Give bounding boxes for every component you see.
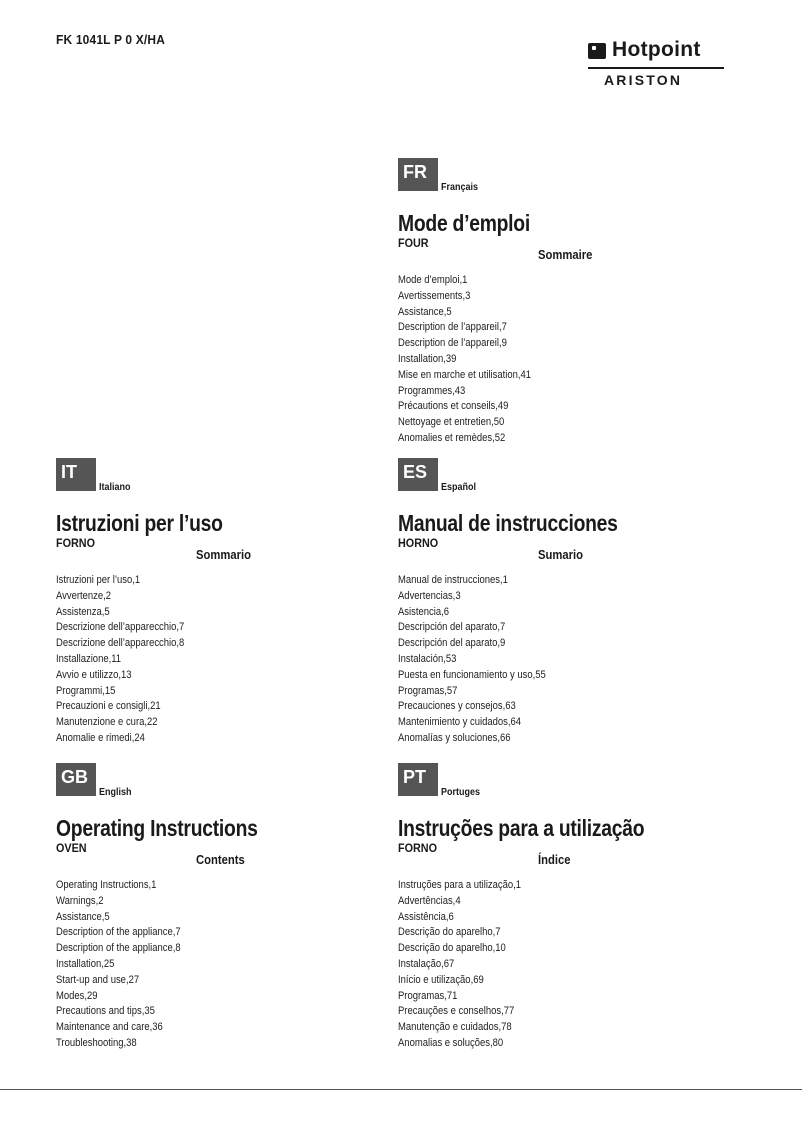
contents-item: Anomalías y soluciones,66 (398, 731, 511, 744)
language-section-es: ES Español Manual de instrucciones HORNO… (398, 458, 728, 758)
contents-item: Descripción del aparato,9 (398, 637, 506, 650)
contents-item: Mantenimiento y cuidados,64 (398, 716, 522, 729)
contents-item: Warnings,2 (56, 894, 104, 907)
logo-divider (588, 67, 724, 69)
contents-item: Advertências,4 (398, 894, 461, 907)
contents-item: Mode d’emploi,1 (398, 274, 468, 286)
brand-name: Hotpoint (612, 38, 701, 61)
contents-item: Maintenance and care,36 (56, 1021, 163, 1034)
contents-list: Manual de instrucciones,1 Advertencias,3 A… (398, 573, 570, 747)
contents-item: Descrizione dell’apparecchio,7 (56, 621, 185, 634)
contents-item: Manual de instrucciones,1 (398, 574, 508, 586)
language-name: Français (441, 182, 479, 193)
brand-logo: Hotpoint ARISTON (588, 38, 724, 90)
contents-item: Precautions and tips,35 (56, 1005, 155, 1018)
contents-item: Precauciones y consejos,63 (398, 700, 516, 713)
contents-item: Manutenzione e cura,22 (56, 716, 158, 729)
contents-item: Troubleshooting,38 (56, 1036, 137, 1049)
contents-item: Instruções para a utilização,1 (398, 879, 522, 891)
language-name: Italiano (99, 482, 131, 493)
sub-brand-name: ARISTON (604, 72, 683, 88)
model-number: FK 1041L P 0 X/HA (56, 32, 166, 47)
contents-list: Istruzioni per l’uso,1 Avvertenze,2 Assist… (56, 573, 205, 747)
contents-item: Description of the appliance,8 (56, 942, 181, 955)
contents-item: Início e utilização,69 (398, 973, 484, 986)
contents-item: Installazione,11 (56, 652, 122, 665)
contents-item: Operating Instructions,1 (56, 879, 157, 891)
contents-item: Instalação,67 (398, 957, 455, 970)
contents-item: Programmes,43 (398, 384, 466, 397)
language-section-it: IT Italiano Istruzioni per l’uso FORNO S… (56, 458, 386, 758)
contents-heading: Contents (196, 853, 245, 867)
contents-item: Anomalies et remèdes,52 (398, 431, 506, 444)
section-title: Istruzioni per l’uso (56, 510, 223, 536)
section-subtitle: FORNO (56, 536, 96, 550)
contents-item: Avvio e utilizzo,13 (56, 668, 132, 681)
contents-list: Operating Instructions,1 Warnings,2 Assist… (56, 878, 201, 1052)
contents-item: Puesta en funcionamiento y uso,55 (398, 668, 546, 681)
section-subtitle: FORNO (398, 841, 438, 855)
contents-item: Programas,71 (398, 989, 458, 1002)
footer-divider (0, 1089, 802, 1090)
contents-item: Avvertenze,2 (56, 589, 112, 602)
contents-heading: Sumario (538, 548, 584, 562)
language-section-pt: PT Portuges Instruções para a utilização… (398, 763, 728, 1063)
language-name: Portuges (441, 787, 481, 798)
language-code-badge: GB (56, 763, 96, 796)
contents-item: Description de l’appareil,9 (398, 337, 507, 350)
contents-item: Descripción del aparato,7 (398, 621, 506, 634)
contents-item: Descrizione dell’apparecchio,8 (56, 637, 185, 650)
contents-item: Instalación,53 (398, 652, 457, 665)
language-code-badge: PT (398, 763, 438, 796)
language-code-badge: ES (398, 458, 438, 491)
contents-heading: Índice (538, 853, 571, 867)
language-code-badge: FR (398, 158, 438, 191)
section-subtitle: FOUR (398, 236, 429, 250)
contents-item: Precauções e conselhos,77 (398, 1005, 515, 1018)
contents-item: Assistance,5 (56, 910, 110, 923)
contents-item: Anomalie e rimedi,24 (56, 731, 145, 744)
contents-item: Istruzioni per l’uso,1 (56, 574, 141, 586)
contents-item: Modes,29 (56, 989, 98, 1002)
language-section-fr: FR Français Mode d’emploi FOUR Sommaire … (398, 158, 728, 458)
contents-item: Assistenza,5 (56, 605, 110, 618)
section-title: Instruções para a utilização (398, 815, 645, 841)
contents-item: Programas,57 (398, 684, 458, 697)
language-name: English (99, 787, 132, 798)
section-subtitle: OVEN (56, 841, 87, 855)
contents-item: Manutenção e cuidados,78 (398, 1021, 512, 1034)
language-name: Español (441, 482, 477, 493)
contents-heading: Sommaire (538, 248, 593, 262)
contents-item: Assistance,5 (398, 305, 452, 318)
contents-item: Avertissements,3 (398, 289, 471, 302)
contents-item: Assistência,6 (398, 910, 454, 923)
section-title: Operating Instructions (56, 815, 258, 841)
contents-heading: Sommario (196, 548, 252, 562)
contents-list: Instruções para a utilização,1 Advertênci… (398, 878, 541, 1052)
section-title: Manual de instrucciones (398, 510, 618, 536)
contents-item: Description de l’appareil,7 (398, 321, 507, 334)
contents-item: Precauzioni e consigli,21 (56, 700, 161, 713)
contents-item: Start-up and use,27 (56, 973, 140, 986)
contents-item: Précautions et conseils,49 (398, 400, 509, 413)
contents-item: Description of the appliance,7 (56, 926, 181, 939)
section-title: Mode d’emploi (398, 210, 530, 236)
contents-item: Advertencias,3 (398, 589, 461, 602)
contents-item: Nettoyage et entretien,50 (398, 416, 505, 429)
hotpoint-logo-icon (588, 43, 606, 59)
contents-list: Mode d’emploi,1 Avertissements,3 Assistanc… (398, 273, 553, 447)
language-code-badge: IT (56, 458, 96, 491)
contents-item: Installation,39 (398, 352, 457, 365)
section-subtitle: HORNO (398, 536, 439, 550)
contents-item: Descrição do aparelho,10 (398, 942, 506, 955)
contents-item: Programmi,15 (56, 684, 116, 697)
contents-item: Mise en marche et utilisation,41 (398, 368, 532, 381)
contents-item: Anomalias e soluções,80 (398, 1036, 504, 1049)
language-section-gb: GB English Operating Instructions OVEN C… (56, 763, 386, 1063)
contents-item: Descrição do aparelho,7 (398, 926, 501, 939)
contents-item: Asistencia,6 (398, 605, 450, 618)
contents-item: Installation,25 (56, 957, 115, 970)
